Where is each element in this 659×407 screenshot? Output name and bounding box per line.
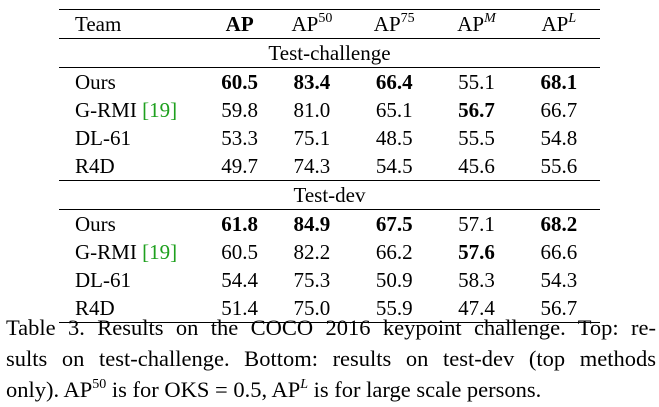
cell-value: 67.5	[353, 209, 436, 238]
team-name: G-RMI	[75, 240, 137, 264]
cell-value: 56.7	[458, 98, 495, 122]
cell-value: 68.2	[517, 209, 600, 238]
cell-team: DL-61	[59, 124, 209, 152]
team-name: DL-61	[75, 268, 131, 292]
team-name: DL-61	[75, 126, 131, 150]
cell-team: Ours	[59, 67, 209, 96]
table-header-row: Team AP AP50 AP75 APM APL	[59, 9, 600, 39]
citation-link[interactable]: [19]	[142, 240, 178, 264]
caption-line-3-c: is for large scale persons.	[308, 377, 542, 402]
table-row: R4D 49.7 74.3 54.5 45.6 55.6	[59, 152, 600, 181]
team-name: R4D	[75, 154, 115, 178]
cell-value: 66.7	[540, 98, 578, 122]
table-row: Ours 60.5 83.4 66.4 55.1 68.1	[59, 67, 600, 96]
cell-value: 55.6	[540, 154, 578, 178]
cell-team: G-RMI [19]	[59, 238, 209, 266]
caption-sup-50: 50	[92, 376, 107, 392]
header-apl-base: AP	[541, 12, 569, 36]
cell-value: 60.5	[208, 67, 271, 96]
cell-value: 55.5	[458, 126, 495, 150]
caption-line-3: only). AP50 is for OKS = 0.5, APL is for…	[6, 374, 656, 405]
header-apl: APL	[517, 9, 600, 39]
section-label: Test-dev	[59, 180, 600, 210]
team-name: R4D	[75, 296, 115, 320]
results-table-container: Team AP AP50 AP75 APM APL Test-challenge…	[59, 9, 600, 323]
team-name: Ours	[75, 70, 116, 94]
table-row: DL-61 53.3 75.1 48.5 55.5 54.8	[59, 124, 600, 152]
caption-line-3-b: is for OKS = 0.5, AP	[106, 377, 301, 402]
header-ap75-base: AP	[373, 12, 401, 36]
cell-value: 53.3	[221, 126, 259, 150]
cell-value: 60.5	[221, 240, 259, 264]
cell-value: 56.7	[517, 294, 600, 323]
header-apm-base: AP	[457, 12, 485, 36]
header-team: Team	[59, 9, 209, 39]
cell-value: 49.7	[221, 154, 259, 178]
cell-value: 55.1	[435, 67, 518, 96]
cell-value: 57.6	[458, 240, 495, 264]
cell-value: 84.9	[270, 209, 354, 238]
header-apm-sup: M	[484, 11, 496, 26]
results-table: Team AP AP50 AP75 APM APL Test-challenge…	[59, 9, 600, 323]
cell-team: G-RMI [19]	[59, 96, 209, 124]
header-ap75-sup: 75	[400, 11, 415, 26]
cell-value: 75.1	[293, 126, 331, 150]
caption-line-2: sults on test-challenge. Bottom: results…	[6, 346, 656, 371]
cell-value: 54.8	[540, 126, 578, 150]
cell-value: 54.5	[375, 154, 413, 178]
table-row: R4D 51.4 75.0 55.9 47.4 56.7	[59, 294, 600, 323]
cell-value: 59.8	[221, 98, 259, 122]
header-apm: APM	[435, 9, 518, 39]
cell-team: R4D	[59, 294, 209, 323]
table-row: DL-61 54.4 75.3 50.9 58.3 54.3	[59, 266, 600, 294]
header-ap75: AP75	[353, 9, 436, 39]
table-row: G-RMI [19] 60.5 82.2 66.2 57.6 66.6	[59, 238, 600, 266]
cell-value: 45.6	[458, 154, 495, 178]
cell-value: 61.8	[208, 209, 271, 238]
team-name: G-RMI	[75, 98, 137, 122]
header-apl-sup: L	[568, 11, 577, 26]
header-ap50: AP50	[270, 9, 354, 39]
caption-line-3-a: only). AP	[6, 377, 93, 402]
section-label-row: Test-challenge	[59, 38, 600, 68]
cell-value: 74.3	[293, 154, 331, 178]
cell-value: 50.9	[375, 268, 413, 292]
cell-value: 51.4	[208, 294, 271, 323]
citation-link[interactable]: [19]	[142, 98, 178, 122]
caption-line-1: Table 3. Results on the COCO 2016 keypoi…	[6, 315, 656, 340]
cell-value: 68.1	[517, 67, 600, 96]
cell-value: 48.5	[375, 126, 413, 150]
section-label-row: Test-dev	[59, 180, 600, 210]
cell-value: 75.0	[270, 294, 354, 323]
cell-team: DL-61	[59, 266, 209, 294]
cell-value: 55.9	[353, 294, 436, 323]
cell-value: 66.6	[540, 240, 578, 264]
cell-value: 54.4	[221, 268, 259, 292]
caption-sup-l: L	[300, 376, 309, 392]
team-name: Ours	[75, 212, 116, 236]
header-ap50-base: AP	[291, 12, 319, 36]
cell-value: 66.4	[353, 67, 436, 96]
cell-team: Ours	[59, 209, 209, 238]
section-label: Test-challenge	[59, 38, 600, 68]
table-row: G-RMI [19] 59.8 81.0 65.1 56.7 66.7	[59, 96, 600, 124]
cell-value: 65.1	[375, 98, 413, 122]
cell-value: 58.3	[458, 268, 495, 292]
cell-value: 66.2	[375, 240, 413, 264]
cell-value: 47.4	[435, 294, 518, 323]
table-row: Ours 61.8 84.9 67.5 57.1 68.2	[59, 209, 600, 238]
table-caption: Table 3. Results on the COCO 2016 keypoi…	[6, 312, 656, 405]
cell-team: R4D	[59, 152, 209, 181]
cell-value: 57.1	[435, 209, 518, 238]
header-ap50-sup: 50	[318, 11, 333, 26]
cell-value: 81.0	[293, 98, 331, 122]
table-body: Test-challenge Ours 60.5 83.4 66.4 55.1 68.1 G-…	[59, 38, 600, 323]
cell-value: 54.3	[540, 268, 578, 292]
cell-value: 75.3	[293, 268, 331, 292]
cell-value: 82.2	[293, 240, 331, 264]
cell-value: 83.4	[270, 67, 354, 96]
header-ap: AP	[208, 9, 271, 39]
